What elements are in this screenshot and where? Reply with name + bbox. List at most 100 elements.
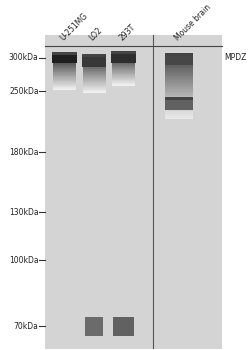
Bar xyxy=(53,74,76,75)
Bar xyxy=(82,64,105,65)
Bar xyxy=(82,78,105,79)
Bar xyxy=(53,73,76,74)
Text: LO2: LO2 xyxy=(87,26,104,42)
Bar xyxy=(165,80,192,82)
Bar xyxy=(53,59,76,60)
Bar xyxy=(81,54,106,57)
Bar xyxy=(112,75,135,76)
Bar xyxy=(53,77,76,78)
Bar xyxy=(53,70,76,71)
Bar xyxy=(165,86,192,88)
Text: 100kDa: 100kDa xyxy=(9,256,39,265)
Bar xyxy=(165,104,192,106)
Bar xyxy=(165,77,192,79)
Bar xyxy=(82,70,105,71)
Bar xyxy=(53,71,76,72)
Bar xyxy=(112,58,135,59)
Text: 70kDa: 70kDa xyxy=(14,322,39,331)
Bar xyxy=(165,65,192,67)
Bar xyxy=(165,112,192,114)
Bar xyxy=(112,80,135,81)
Bar xyxy=(53,78,76,79)
Bar xyxy=(82,88,105,89)
Bar xyxy=(112,79,135,80)
Bar xyxy=(165,89,192,90)
Bar xyxy=(53,58,76,59)
Bar xyxy=(82,66,105,67)
Bar xyxy=(53,84,76,85)
Bar xyxy=(53,63,76,64)
Bar xyxy=(112,84,135,85)
Bar xyxy=(165,88,192,89)
Bar xyxy=(112,81,135,82)
Bar xyxy=(82,90,105,91)
Bar xyxy=(165,72,192,74)
Bar xyxy=(112,73,135,74)
Bar xyxy=(112,71,135,72)
Bar xyxy=(53,75,76,76)
Bar xyxy=(111,51,135,54)
Bar xyxy=(53,67,76,68)
Bar xyxy=(165,67,192,68)
Bar xyxy=(112,77,135,78)
Bar xyxy=(165,71,192,72)
Bar xyxy=(82,76,105,77)
Text: 293T: 293T xyxy=(117,22,137,42)
Bar xyxy=(53,79,76,80)
Bar xyxy=(82,87,105,88)
Bar xyxy=(112,66,135,67)
Bar xyxy=(112,82,135,83)
Bar xyxy=(165,97,192,100)
Bar xyxy=(112,60,135,61)
Bar xyxy=(45,35,221,349)
Bar xyxy=(165,103,192,104)
Bar xyxy=(53,85,76,86)
Bar xyxy=(53,76,76,77)
Bar xyxy=(165,118,192,119)
Bar xyxy=(82,65,105,66)
Bar xyxy=(82,91,105,92)
Bar xyxy=(112,78,135,79)
Bar xyxy=(112,59,135,60)
Bar xyxy=(53,86,76,88)
Text: Mouse brain: Mouse brain xyxy=(172,2,211,42)
Bar xyxy=(82,81,105,82)
Bar xyxy=(165,62,192,63)
Bar xyxy=(112,67,135,68)
Bar xyxy=(164,54,193,65)
Bar xyxy=(82,84,105,85)
Bar xyxy=(53,66,76,67)
Text: MPDZ: MPDZ xyxy=(224,53,246,62)
Bar xyxy=(82,77,105,78)
Bar xyxy=(164,53,193,56)
Bar xyxy=(53,62,76,63)
Bar xyxy=(82,68,105,69)
Bar xyxy=(165,93,192,95)
Bar xyxy=(82,71,105,72)
Bar xyxy=(112,76,135,77)
Bar xyxy=(53,89,76,90)
Bar xyxy=(113,317,133,336)
Bar xyxy=(53,80,76,81)
Bar xyxy=(82,85,105,86)
Bar xyxy=(165,69,192,71)
Bar xyxy=(53,72,76,73)
Bar xyxy=(53,81,76,82)
Bar xyxy=(165,101,192,103)
Bar xyxy=(165,106,192,107)
Bar xyxy=(112,85,135,86)
Bar xyxy=(82,86,105,87)
Bar xyxy=(111,52,135,63)
Bar xyxy=(53,61,76,62)
Bar xyxy=(112,72,135,73)
Bar xyxy=(53,64,76,65)
Bar xyxy=(53,68,76,69)
Bar xyxy=(165,109,192,111)
Bar xyxy=(165,82,192,83)
Bar xyxy=(51,53,77,63)
Bar xyxy=(82,67,105,68)
Bar xyxy=(53,65,76,66)
Bar xyxy=(165,96,192,98)
Bar xyxy=(165,98,192,99)
Bar xyxy=(82,74,105,75)
